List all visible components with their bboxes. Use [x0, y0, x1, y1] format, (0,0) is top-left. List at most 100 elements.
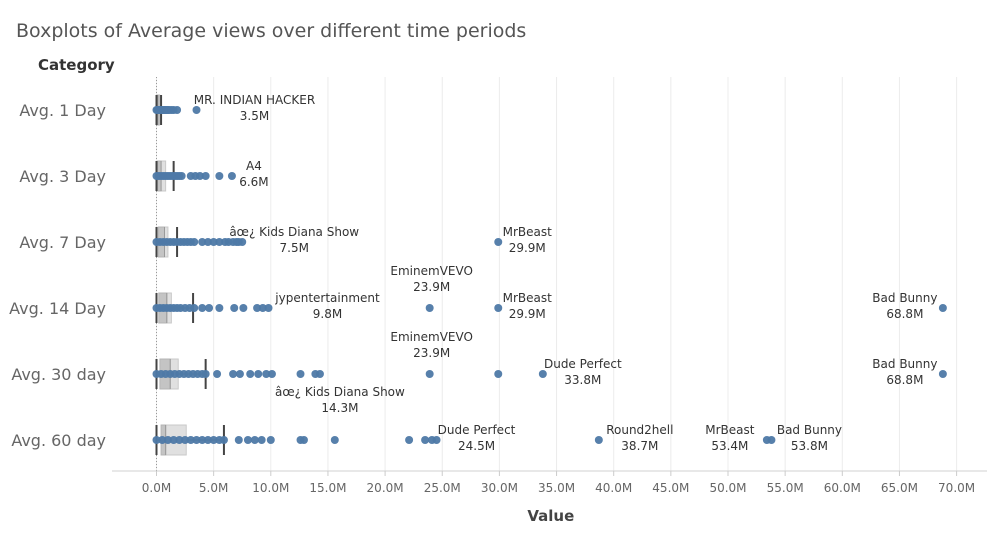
annotation-name: Bad Bunny	[777, 423, 842, 437]
data-point	[767, 436, 776, 444]
data-point	[195, 172, 204, 180]
data-point	[230, 304, 239, 312]
annotation-value: 24.5M	[458, 439, 495, 453]
data-point	[253, 304, 262, 312]
data-point	[175, 436, 184, 444]
annotation-name: A4	[246, 159, 262, 173]
annotation-value: 3.5M	[240, 109, 269, 123]
annotation-value: 6.6M	[239, 175, 268, 189]
data-point	[938, 304, 947, 312]
data-point	[234, 436, 243, 444]
data-point	[250, 436, 259, 444]
category-label: Avg. 14 Day	[9, 299, 106, 318]
data-point	[192, 436, 201, 444]
x-tick-label: 20.0M	[367, 481, 404, 495]
annotation-name: MrBeast	[503, 225, 553, 239]
data-point	[425, 304, 434, 312]
annotation-name: Dude Perfect	[438, 423, 516, 437]
x-tick-label: 70.0M	[938, 481, 975, 495]
category-label: Avg. 3 Day	[19, 167, 106, 186]
data-point	[246, 370, 255, 378]
annotation-name: Bad Bunny	[872, 357, 937, 371]
annotation-value: 68.8M	[886, 373, 923, 387]
x-tick-label: 60.0M	[824, 481, 861, 495]
data-point	[169, 436, 178, 444]
data-point	[425, 370, 434, 378]
annotation-value: 29.9M	[509, 241, 546, 255]
row-header: Category	[38, 56, 115, 74]
category-label: Avg. 30 day	[11, 365, 106, 384]
data-point	[494, 238, 503, 246]
x-tick-label: 25.0M	[424, 481, 461, 495]
x-tick-label: 30.0M	[481, 481, 518, 495]
annotation-name: EminemVEVO	[390, 330, 473, 344]
data-point	[938, 370, 947, 378]
data-point	[205, 304, 214, 312]
annotation-name: MR. INDIAN HACKER	[194, 93, 315, 107]
data-point	[257, 436, 266, 444]
data-point	[158, 436, 167, 444]
data-point	[192, 106, 201, 114]
x-axis-label: Value	[527, 507, 574, 525]
data-point	[229, 370, 238, 378]
data-point	[239, 304, 248, 312]
x-tick-label: 45.0M	[652, 481, 689, 495]
annotation-value: 33.8M	[564, 373, 601, 387]
data-point	[494, 304, 503, 312]
data-point	[227, 172, 236, 180]
annotation-name: âœ¿ Kids Diana Show	[275, 385, 405, 399]
data-point	[299, 436, 308, 444]
annotation-name: MrBeast	[705, 423, 755, 437]
chart-title: Boxplots of Average views over different…	[16, 20, 527, 42]
data-point	[198, 436, 207, 444]
data-point	[219, 436, 228, 444]
data-point	[243, 436, 252, 444]
data-point	[173, 106, 182, 114]
data-point	[266, 436, 275, 444]
data-point	[538, 370, 547, 378]
x-tick-label: 40.0M	[595, 481, 632, 495]
annotation-value: 29.9M	[509, 307, 546, 321]
annotation-name: Round2hell	[606, 423, 673, 437]
annotation-value: 23.9M	[413, 280, 450, 294]
x-tick-label: 65.0M	[881, 481, 918, 495]
data-point	[264, 304, 273, 312]
data-point	[254, 370, 263, 378]
annotation-name: EminemVEVO	[390, 264, 473, 278]
x-tick-label: 10.0M	[252, 481, 289, 495]
data-point	[190, 238, 199, 246]
data-point	[209, 436, 218, 444]
x-tick-label: 55.0M	[767, 481, 804, 495]
x-tick-label: 15.0M	[309, 481, 346, 495]
data-point	[198, 304, 207, 312]
annotation-name: jypentertainment	[274, 291, 380, 305]
data-point	[258, 304, 267, 312]
data-point	[198, 238, 207, 246]
x-tick-label: 0.0M	[142, 481, 171, 495]
annotation-value: 23.9M	[413, 346, 450, 360]
data-point	[262, 370, 271, 378]
data-point	[405, 436, 414, 444]
data-point	[267, 370, 276, 378]
data-point	[296, 370, 305, 378]
annotation-name: âœ¿ Kids Diana Show	[229, 225, 359, 239]
data-point	[190, 304, 199, 312]
data-point	[177, 172, 186, 180]
annotation-value: 53.4M	[711, 439, 748, 453]
data-point	[432, 436, 441, 444]
annotation-value: 68.8M	[886, 307, 923, 321]
annotation-value: 7.5M	[280, 241, 309, 255]
data-point	[238, 238, 247, 246]
data-point	[209, 238, 218, 246]
annotation-value: 38.7M	[621, 439, 658, 453]
annotation-name: Dude Perfect	[544, 357, 622, 371]
data-point	[203, 436, 212, 444]
data-point	[330, 436, 339, 444]
data-point	[186, 436, 195, 444]
annotation-value: 14.3M	[321, 401, 358, 415]
data-point	[315, 370, 324, 378]
data-point	[594, 436, 603, 444]
x-tick-label: 5.0M	[199, 481, 228, 495]
x-tick-label: 35.0M	[538, 481, 575, 495]
annotation-value: 9.8M	[313, 307, 342, 321]
